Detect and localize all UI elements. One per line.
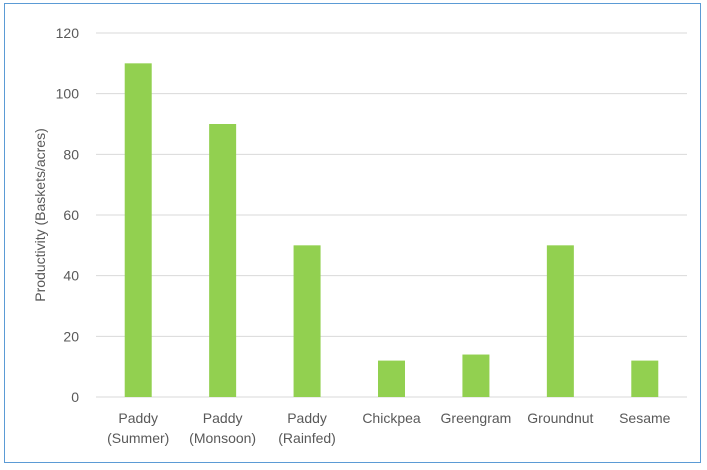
x-category-label: Paddy (Rainfed): [278, 410, 336, 446]
bar-paddy-rainfed: [293, 245, 321, 397]
bar-paddy-summer: [124, 63, 152, 397]
x-axis-labels: Paddy (Summer) Paddy (Monsoon) Paddy (Rainfed…: [107, 410, 671, 446]
y-axis-ticks: 0 20 40 60 80 100 120: [56, 25, 80, 405]
bar-sesame: [631, 360, 659, 397]
bar-greengram: [462, 354, 490, 397]
y-tick-label: 60: [63, 207, 79, 223]
x-category-label: Greengram: [441, 410, 512, 426]
y-axis-title: Productivity (Baskets/acres): [32, 128, 48, 302]
y-tick-label: 20: [63, 328, 79, 344]
bar-groundnut: [546, 245, 574, 397]
x-category-label: Paddy (Monsoon): [189, 410, 256, 446]
y-tick-label: 100: [56, 86, 80, 102]
y-tick-label: 40: [63, 268, 79, 284]
x-category-label: Groundnut: [527, 410, 593, 426]
x-category-label: Chickpea: [362, 410, 421, 426]
bar-paddy-monsoon: [209, 124, 237, 397]
gridlines: [96, 32, 687, 398]
y-tick-label: 80: [63, 146, 79, 162]
x-category-label: Paddy (Summer): [107, 410, 169, 446]
bar-chart: 0 20 40 60 80 100 120 Paddy (Summer) Paddy (Monso…: [32, 25, 687, 446]
bars: [124, 63, 659, 397]
x-category-label: Sesame: [619, 410, 671, 426]
y-tick-label: 120: [56, 25, 80, 41]
y-tick-label: 0: [71, 389, 79, 405]
chart-frame: 0 20 40 60 80 100 120 Paddy (Summer) Paddy (Monso…: [4, 3, 701, 463]
bar-chickpea: [378, 360, 405, 397]
